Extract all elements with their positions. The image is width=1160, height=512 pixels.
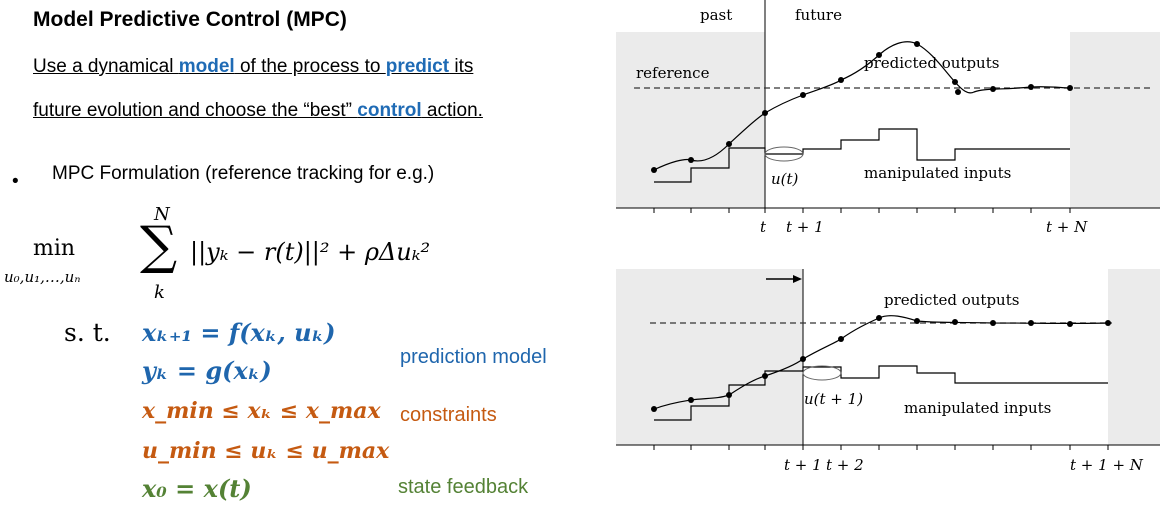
intro-line-2: future evolution and choose the “best” c… (33, 100, 483, 122)
top-mpc-diagram: past future reference predicted outputs … (616, 0, 1160, 236)
label-future: future (795, 6, 842, 24)
highlight-control: control (357, 100, 422, 121)
u-highlight-ellipse (802, 365, 842, 381)
label-predicted-outputs: predicted outputs (864, 54, 999, 72)
label-past: past (700, 6, 732, 24)
horizon-end-shade (1108, 269, 1160, 445)
intro-line-1: Use a dynamical model of the process to … (33, 56, 473, 78)
tick-label-t: t (760, 218, 767, 236)
label-manipulated-inputs: manipulated inputs (864, 164, 1011, 182)
constraint-dynamics: xₖ₊₁ = f(xₖ, uₖ) (142, 318, 336, 347)
label-state-feedback: state feedback (398, 476, 529, 498)
label-manipulated-inputs: manipulated inputs (904, 399, 1051, 417)
label-u-t-plus-1: u(t + 1) (804, 390, 863, 408)
tick-label-t-plus-1: t + 1 (786, 218, 824, 236)
predicted-output-curve (653, 315, 1109, 410)
min-subscript: u₀,u₁,…,uₙ (4, 268, 81, 286)
intro-text: its (449, 56, 474, 77)
bottom-mpc-diagram: predicted outputs manipulated inputs u(t… (616, 269, 1160, 474)
sum-lower: k (154, 282, 165, 303)
predicted-output-curve (653, 41, 1071, 171)
tick-label-t-plus-1-plus-N: t + 1 + N (1070, 456, 1144, 474)
objective-expression: ||yₖ − r(t)||² + ρΔuₖ² (190, 238, 431, 266)
constraint-output: yₖ = g(xₖ) (142, 356, 272, 385)
output-points (651, 41, 1073, 173)
output-points (651, 315, 1111, 412)
axis-ticks (653, 208, 1071, 213)
intro-text: future evolution and choose the “best” (33, 100, 358, 121)
intro-text: action. (421, 100, 483, 121)
shift-arrow-head (793, 275, 802, 283)
tick-label-t-plus-2: t + 2 (826, 456, 864, 474)
tick-label-t-plus-1: t + 1 (784, 456, 822, 474)
label-prediction-model: prediction model (400, 346, 547, 368)
slide-title: Model Predictive Control (MPC) (33, 8, 347, 31)
subject-to: s. t. (64, 318, 111, 347)
label-constraints: constraints (400, 404, 497, 426)
min-operator: min (33, 236, 76, 261)
highlight-model: model (178, 56, 235, 77)
constraint-input: u_min ≤ uₖ ≤ u_max (142, 438, 390, 464)
horizon-end-shade (1070, 32, 1160, 208)
tick-label-t-plus-N: t + N (1046, 218, 1088, 236)
bullet-icon: • (12, 171, 19, 192)
sum-upper: N (154, 204, 170, 225)
manipulated-input-steps (654, 128, 1070, 183)
label-u-t: u(t) (771, 170, 799, 188)
u-highlight-ellipse (764, 146, 804, 162)
axis-ticks (653, 445, 1109, 450)
highlight-predict: predict (385, 56, 450, 77)
constraint-state: x_min ≤ xₖ ≤ x_max (142, 398, 381, 424)
manipulated-input-steps (654, 365, 1108, 421)
sum-symbol: ∑ (140, 216, 178, 276)
label-reference: reference (636, 64, 710, 82)
intro-text: Use a dynamical (33, 56, 179, 77)
intro-text: of the process to (234, 56, 386, 77)
constraint-initial: x₀ = x(t) (142, 474, 252, 503)
bullet-text: MPC Formulation (reference tracking for … (52, 163, 435, 184)
label-predicted-outputs: predicted outputs (884, 291, 1019, 309)
past-shade (616, 269, 803, 445)
